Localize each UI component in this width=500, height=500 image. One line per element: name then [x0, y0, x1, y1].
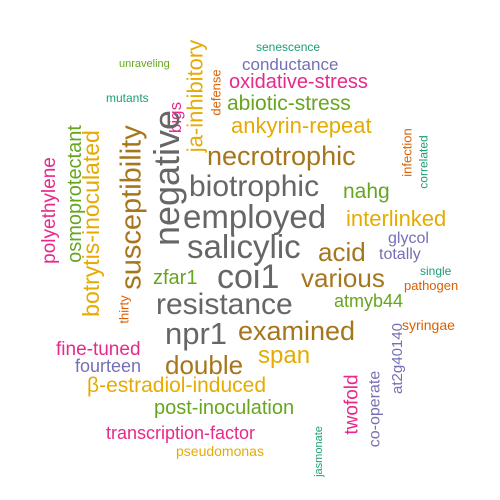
- word-double: double: [165, 350, 244, 380]
- word-nahg: nahg: [343, 180, 390, 203]
- word-single: single: [420, 264, 452, 278]
- word-susceptibility: susceptibility: [115, 125, 148, 290]
- word-at2g40140: at2g40140: [388, 323, 406, 394]
- word-biotrophic: biotrophic: [189, 170, 320, 203]
- word-infection: infection: [399, 128, 415, 177]
- word-co-operate: co-operate: [366, 370, 384, 448]
- word-abiotic-stress: abiotic-stress: [227, 92, 351, 115]
- word-thirty: thirty: [116, 295, 132, 324]
- word-post-inoculation: post-inoculation: [154, 397, 295, 419]
- word-transcription-factor: transcription-factor: [106, 423, 256, 443]
- word-acid: acid: [318, 237, 366, 267]
- word-negative: negative: [146, 109, 188, 247]
- word-totally: totally: [379, 246, 421, 263]
- word-glycol: glycol: [388, 230, 429, 247]
- word-npr1: npr1: [165, 316, 228, 351]
- word-senescence: senescence: [256, 40, 321, 54]
- word-ja-inhibitory: ja-inhibitory: [182, 39, 208, 153]
- word-mutants: mutants: [106, 91, 149, 105]
- word-oxidative-stress: oxidative-stress: [229, 71, 368, 93]
- word-zfar1: zfar1: [153, 267, 198, 289]
- word-fourteen: fourteen: [75, 356, 142, 376]
- word-β-estradiol-induced: β-estradiol-induced: [87, 374, 267, 397]
- word-twofold: twofold: [341, 374, 363, 435]
- word-polyethylene: polyethylene: [38, 157, 60, 264]
- word-atmyb44: atmyb44: [334, 291, 404, 311]
- word-resistance: resistance: [156, 288, 293, 321]
- word-jasmonate: jasmonate: [312, 426, 325, 477]
- word-unraveling: unraveling: [119, 58, 170, 70]
- word-defense: defense: [208, 69, 224, 116]
- word-syringae: syringae: [402, 317, 455, 333]
- word-pseudomonas: pseudomonas: [176, 443, 264, 459]
- word-botrytis-inoculated: botrytis-inoculated: [77, 130, 104, 317]
- word-fine-tuned: fine-tuned: [56, 339, 141, 360]
- word-coi1: coi1: [217, 258, 280, 296]
- word-correlated: correlated: [416, 135, 431, 189]
- word-examined: examined: [238, 316, 356, 346]
- word-pathogen: pathogen: [404, 278, 459, 293]
- word-conductance: conductance: [242, 55, 339, 74]
- word-ankyrin-repeat: ankyrin-repeat: [231, 113, 372, 138]
- word-necrotrophic: necrotrophic: [207, 141, 356, 171]
- word-employed: employed: [183, 198, 327, 235]
- word-span: span: [258, 342, 311, 369]
- word-interlinked: interlinked: [346, 206, 447, 231]
- word-salicylic: salicylic: [187, 228, 301, 265]
- word-various: various: [301, 263, 385, 293]
